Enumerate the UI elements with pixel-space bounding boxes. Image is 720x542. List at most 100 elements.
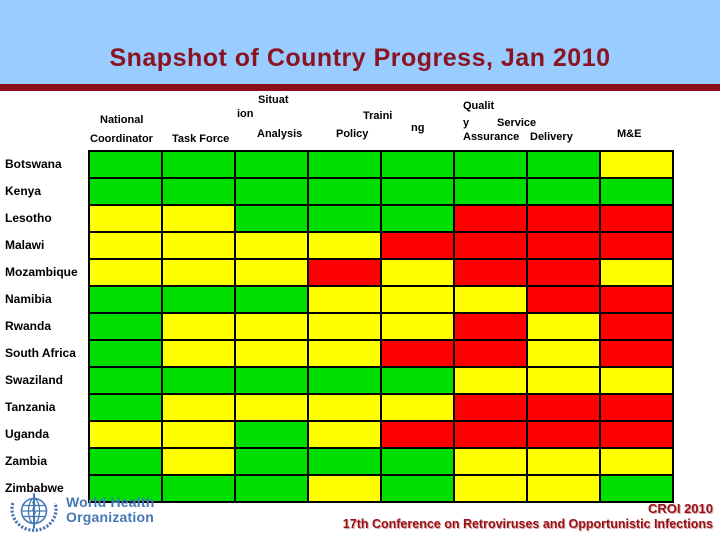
status-cell-lesotho-m-e [601, 206, 672, 231]
status-cell-zambia-quality-assurance [455, 449, 526, 474]
status-cell-botswana-national-coordinator [90, 152, 161, 177]
title-underline [0, 84, 720, 91]
who-logo-text: World Health Organization [66, 495, 154, 525]
status-cell-zambia-policy [309, 449, 380, 474]
conference-footer: CROI 2010 17th Conference on Retroviruse… [343, 501, 713, 532]
status-cell-botswana-m-e [601, 152, 672, 177]
status-cell-swaziland-training [382, 368, 453, 393]
status-cell-mozambique-policy [309, 260, 380, 285]
who-emblem-icon [8, 491, 60, 542]
status-cell-malawi-training [382, 233, 453, 258]
status-cell-namibia-policy [309, 287, 380, 312]
row-label-lesotho: Lesotho [5, 211, 52, 225]
status-cell-zimbabwe-policy [309, 476, 380, 501]
status-cell-kenya-situation-analysis [236, 179, 307, 204]
row-label-malawi: Malawi [5, 238, 45, 252]
status-cell-zimbabwe-m-e [601, 476, 672, 501]
status-cell-zimbabwe-quality-assurance [455, 476, 526, 501]
status-cell-uganda-national-coordinator [90, 422, 161, 447]
column-header-fragment-traini: Traini [363, 110, 393, 122]
status-cell-kenya-service-delivery [528, 179, 599, 204]
status-cell-namibia-national-coordinator [90, 287, 161, 312]
status-cell-namibia-training [382, 287, 453, 312]
status-cell-botswana-quality-assurance [455, 152, 526, 177]
status-cell-lesotho-training [382, 206, 453, 231]
status-cell-tanzania-m-e [601, 395, 672, 420]
row-label-uganda: Uganda [5, 427, 50, 441]
conference-subtitle: 17th Conference on Retroviruses and Oppo… [342, 517, 713, 531]
status-cell-south-africa-situation-analysis [236, 341, 307, 366]
column-header-fragment-delivery: Delivery [530, 131, 573, 143]
row-label-rwanda: Rwanda [5, 319, 52, 333]
status-cell-south-africa-national-coordinator [90, 341, 161, 366]
status-cell-mozambique-task-force [163, 260, 234, 285]
status-cell-zambia-training [382, 449, 453, 474]
status-cell-botswana-service-delivery [528, 152, 599, 177]
status-cell-malawi-service-delivery [528, 233, 599, 258]
status-cell-botswana-training [382, 152, 453, 177]
status-cell-tanzania-task-force [163, 395, 234, 420]
status-cell-malawi-m-e [601, 233, 672, 258]
status-cell-swaziland-quality-assurance [455, 368, 526, 393]
status-cell-namibia-service-delivery [528, 287, 599, 312]
column-header-fragment-m-e: M&E [617, 128, 642, 140]
status-cell-zambia-situation-analysis [236, 449, 307, 474]
status-cell-zimbabwe-service-delivery [528, 476, 599, 501]
status-cell-malawi-national-coordinator [90, 233, 161, 258]
column-header-fragment-service: Service [497, 117, 537, 129]
status-cell-rwanda-training [382, 314, 453, 339]
status-cell-uganda-situation-analysis [236, 422, 307, 447]
column-header-fragment-qualit: Qualit [463, 100, 495, 112]
row-label-south-africa: South Africa [5, 346, 76, 360]
row-label-namibia: Namibia [5, 292, 52, 306]
column-header-fragment-y: y [463, 117, 470, 129]
status-cell-botswana-situation-analysis [236, 152, 307, 177]
row-label-tanzania: Tanzania [5, 400, 56, 414]
column-header-fragment-coordinator: Coordinator [90, 133, 153, 145]
status-cell-namibia-task-force [163, 287, 234, 312]
status-cell-kenya-national-coordinator [90, 179, 161, 204]
status-cell-malawi-task-force [163, 233, 234, 258]
status-cell-kenya-m-e [601, 179, 672, 204]
status-cell-zimbabwe-training [382, 476, 453, 501]
title-banner [0, 0, 720, 84]
status-cell-namibia-quality-assurance [455, 287, 526, 312]
status-cell-swaziland-national-coordinator [90, 368, 161, 393]
status-cell-south-africa-task-force [163, 341, 234, 366]
column-header-fragment-ion: ion [237, 108, 254, 120]
status-cell-zambia-service-delivery [528, 449, 599, 474]
status-cell-swaziland-m-e [601, 368, 672, 393]
status-cell-rwanda-national-coordinator [90, 314, 161, 339]
status-cell-kenya-quality-assurance [455, 179, 526, 204]
status-cell-swaziland-task-force [163, 368, 234, 393]
status-cell-rwanda-policy [309, 314, 380, 339]
column-header-fragment-ng: ng [411, 122, 425, 134]
status-cell-kenya-task-force [163, 179, 234, 204]
status-cell-tanzania-situation-analysis [236, 395, 307, 420]
status-cell-lesotho-policy [309, 206, 380, 231]
status-cell-uganda-policy [309, 422, 380, 447]
row-label-swaziland: Swaziland [5, 373, 64, 387]
status-cell-zimbabwe-situation-analysis [236, 476, 307, 501]
status-cell-rwanda-quality-assurance [455, 314, 526, 339]
row-label-zambia: Zambia [5, 454, 48, 468]
status-cell-zambia-task-force [163, 449, 234, 474]
status-cell-tanzania-national-coordinator [90, 395, 161, 420]
who-logo-line2: Organization [66, 509, 154, 525]
status-cell-kenya-training [382, 179, 453, 204]
column-header-fragment-situat: Situat [258, 94, 289, 106]
status-cell-zambia-national-coordinator [90, 449, 161, 474]
status-cell-mozambique-national-coordinator [90, 260, 161, 285]
conference-name: CROI 2010 [647, 501, 713, 516]
who-logo: World Health Organization [8, 491, 154, 542]
status-cell-south-africa-m-e [601, 341, 672, 366]
status-cell-swaziland-situation-analysis [236, 368, 307, 393]
status-cell-south-africa-training [382, 341, 453, 366]
row-label-kenya: Kenya [5, 184, 42, 198]
page-title: Snapshot of Country Progress, Jan 2010 [109, 44, 611, 72]
status-cell-lesotho-task-force [163, 206, 234, 231]
status-cell-uganda-m-e [601, 422, 672, 447]
status-cell-botswana-policy [309, 152, 380, 177]
status-cell-uganda-task-force [163, 422, 234, 447]
status-cell-mozambique-situation-analysis [236, 260, 307, 285]
